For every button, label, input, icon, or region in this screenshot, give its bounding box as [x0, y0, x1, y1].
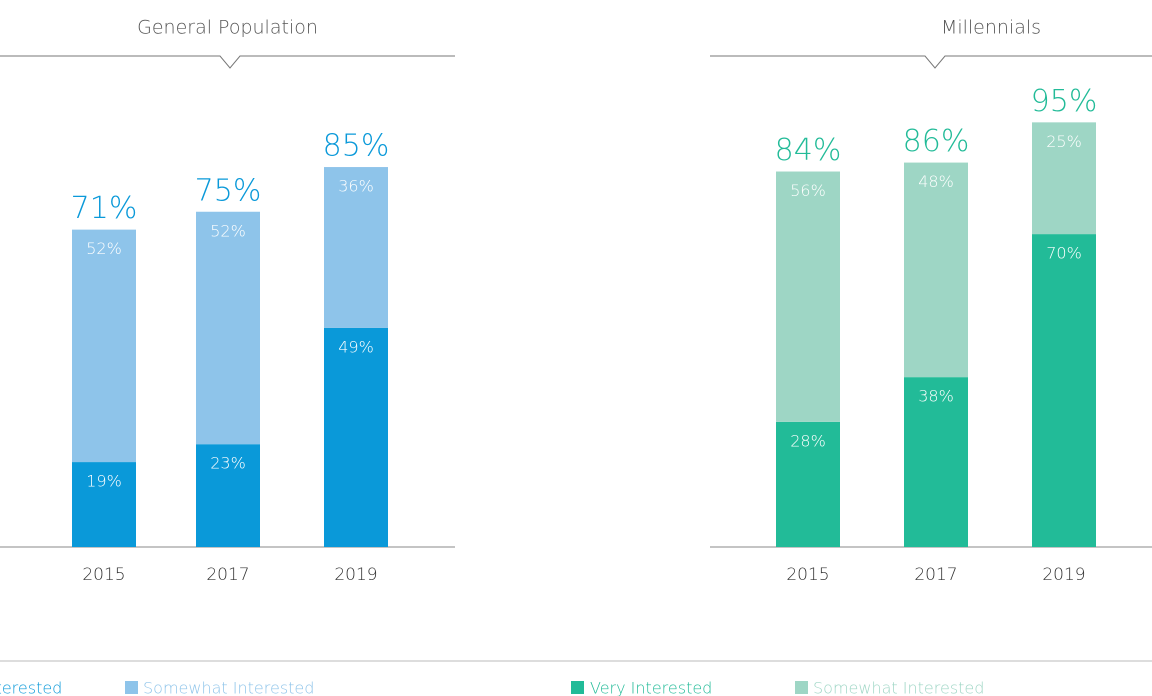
chart-title: General Population — [137, 17, 318, 39]
legend-label: Somewhat Interested — [813, 679, 984, 696]
segment-label: 70% — [1046, 244, 1082, 263]
legend-swatch — [571, 681, 584, 694]
bar-segment — [324, 327, 388, 547]
bar-segment — [324, 167, 388, 328]
x-tick-label: 2017 — [914, 565, 957, 585]
bar-segment — [196, 444, 260, 547]
segment-label: 49% — [338, 337, 374, 356]
total-label: 75% — [195, 173, 262, 208]
segment-label: 23% — [210, 454, 246, 473]
legend-label: Very Interested — [0, 679, 62, 696]
segment-label: 38% — [918, 387, 954, 406]
total-label: 85% — [323, 129, 390, 164]
x-tick-label: 2019 — [1042, 565, 1085, 585]
segment-label: 56% — [790, 181, 826, 200]
total-label: 86% — [903, 124, 970, 159]
segment-label: 25% — [1046, 132, 1082, 151]
segment-label: 52% — [86, 239, 122, 258]
bar-segment — [196, 211, 260, 445]
title-underline — [710, 55, 1152, 69]
segment-label: 28% — [790, 431, 826, 450]
bar-segment — [1032, 122, 1096, 235]
legend-label: Very Interested — [590, 679, 712, 696]
bar-segment — [72, 462, 136, 547]
legend-swatch — [125, 681, 138, 694]
x-tick-label: 2017 — [206, 565, 249, 585]
bar-segment — [904, 377, 968, 547]
bar-segment — [904, 162, 968, 378]
segment-label: 36% — [338, 177, 374, 196]
bar-segment — [776, 421, 840, 547]
bar-segment — [72, 229, 136, 463]
segment-label: 19% — [86, 472, 122, 491]
bar-segment — [1032, 234, 1096, 547]
segment-label: 48% — [918, 172, 954, 191]
x-tick-label: 2015 — [786, 565, 829, 585]
legend-swatch — [795, 681, 808, 694]
bar-segment — [776, 171, 840, 422]
total-label: 71% — [71, 191, 138, 226]
x-tick-label: 2015 — [82, 565, 125, 585]
x-tick-label: 2019 — [334, 565, 377, 585]
total-label: 95% — [1031, 84, 1098, 119]
total-label: 84% — [775, 133, 842, 168]
legend-label: Somewhat Interested — [143, 679, 314, 696]
chart-title: Millennials — [941, 17, 1041, 39]
title-underline — [0, 55, 455, 69]
segment-label: 52% — [210, 221, 246, 240]
